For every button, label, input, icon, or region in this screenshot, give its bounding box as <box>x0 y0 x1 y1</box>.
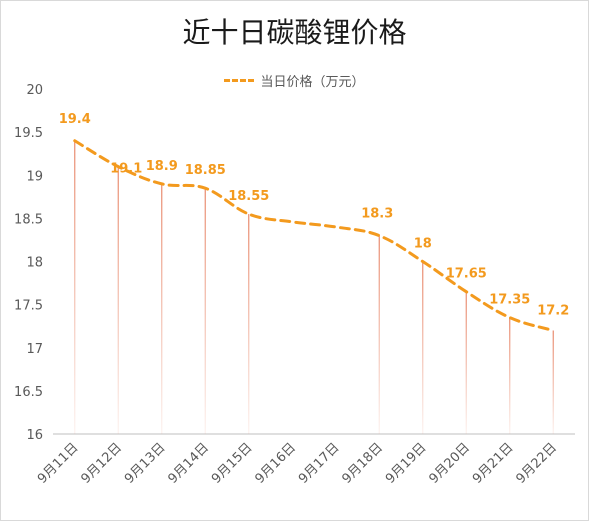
x-tick-label: 9月19日 <box>383 440 430 487</box>
y-tick-label: 18 <box>26 256 43 271</box>
x-tick-label: 9月17日 <box>296 440 343 487</box>
data-label: 19.1 <box>110 162 142 177</box>
data-label: 17.2 <box>537 304 569 319</box>
x-tick-label: 9月14日 <box>166 440 213 487</box>
series-line <box>73 139 555 332</box>
drop-line <box>204 188 206 434</box>
drop-line <box>74 140 76 434</box>
data-label: 18.55 <box>228 189 269 204</box>
data-label: 18.9 <box>146 159 178 174</box>
y-tick-label: 16 <box>26 428 43 443</box>
y-tick-label: 19.5 <box>14 126 43 141</box>
x-tick-label: 9月15日 <box>209 440 256 487</box>
legend-line-swatch <box>224 79 255 82</box>
x-tick-label: 9月16日 <box>253 440 300 487</box>
drop-line <box>465 291 467 434</box>
legend-label: 当日价格（万元） <box>260 75 365 90</box>
data-label: 18 <box>414 237 432 252</box>
x-tick-label: 9月20日 <box>427 440 474 487</box>
drop-line <box>161 183 163 434</box>
y-tick-label: 20 <box>26 83 43 98</box>
drop-line <box>422 261 424 434</box>
y-tick-label: 18.5 <box>14 212 43 227</box>
drop-line <box>378 235 380 434</box>
x-tick-label: 9月18日 <box>340 440 387 487</box>
y-tick-label: 19 <box>26 169 43 184</box>
drop-line <box>552 330 554 434</box>
drop-line <box>509 317 511 434</box>
y-tick-label: 16.5 <box>14 385 43 400</box>
data-label: 18.3 <box>361 207 393 222</box>
chart-title: 近十日碳酸锂价格 <box>182 16 407 49</box>
x-tick-label: 9月11日 <box>35 440 82 487</box>
drop-line <box>117 166 119 434</box>
data-label: 17.35 <box>489 293 530 308</box>
y-tick-label: 17.5 <box>14 299 43 314</box>
data-label: 18.85 <box>185 163 226 178</box>
x-tick-label: 9月13日 <box>122 440 169 487</box>
x-tick-label: 9月12日 <box>79 440 126 487</box>
x-tick-label: 9月22日 <box>514 440 561 487</box>
y-tick-label: 17 <box>26 342 43 357</box>
x-tick-label: 9月21日 <box>470 440 517 487</box>
data-label: 17.65 <box>446 267 487 282</box>
drop-line <box>248 214 250 434</box>
data-label: 19.4 <box>59 112 91 127</box>
legend: 当日价格（万元） <box>1 71 588 90</box>
